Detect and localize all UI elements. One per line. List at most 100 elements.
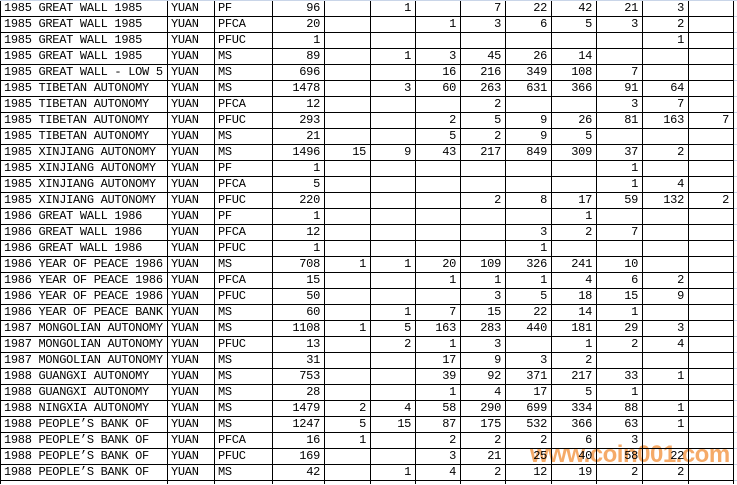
cell-count-3[interactable]: 1 xyxy=(415,16,461,33)
cell-count-1[interactable] xyxy=(324,224,371,241)
cell-description[interactable]: 1988 PEOPLE’S BANK OF xyxy=(0,448,168,465)
cell-count-2[interactable]: 1 xyxy=(370,464,416,481)
cell-total[interactable]: 50 xyxy=(272,288,325,305)
cell-grade[interactable]: PFCA xyxy=(214,176,273,193)
cell-description[interactable]: 1986 GREAT WALL 1986 xyxy=(0,240,168,257)
cell-count-4[interactable]: 5 xyxy=(460,112,506,129)
cell-description[interactable]: 1985 TIBETAN AUTONOMY xyxy=(0,96,168,113)
cell-description[interactable]: 1985 GREAT WALL - LOW 5 xyxy=(0,64,168,81)
cell-count-6[interactable]: 26 xyxy=(551,112,597,129)
cell-count-1[interactable] xyxy=(324,192,371,209)
cell-count-6[interactable] xyxy=(551,96,597,113)
cell-count-3[interactable] xyxy=(415,176,461,193)
cell-total[interactable]: 696 xyxy=(272,64,325,81)
cell-count-2[interactable]: 3 xyxy=(370,80,416,97)
cell-count-1[interactable] xyxy=(324,32,371,49)
cell-count-3[interactable] xyxy=(415,192,461,209)
cell-count-6[interactable]: 6 xyxy=(551,432,597,449)
cell-count-2[interactable] xyxy=(370,288,416,305)
cell-count-1[interactable]: 15 xyxy=(324,144,371,161)
cell-grade[interactable]: PFUC xyxy=(214,240,273,257)
cell-count-6[interactable]: 366 xyxy=(551,416,597,433)
cell-grade[interactable]: PFUC xyxy=(214,32,273,49)
cell-currency[interactable]: YUAN xyxy=(167,416,215,433)
cell-count-7[interactable]: 59 xyxy=(596,192,643,209)
cell-count-4[interactable]: 217 xyxy=(460,144,506,161)
cell-count-8[interactable]: 3 xyxy=(642,1,689,17)
cell-grade[interactable]: PF xyxy=(214,160,273,177)
cell-total[interactable]: 96 xyxy=(272,1,325,17)
cell-count-5[interactable] xyxy=(505,176,552,193)
cell-count-6[interactable]: 5 xyxy=(551,384,597,401)
cell-count-1[interactable] xyxy=(324,304,371,321)
cell-total[interactable]: 1247 xyxy=(272,416,325,433)
cell-count-4[interactable]: 283 xyxy=(460,320,506,337)
cell-count-1[interactable] xyxy=(324,64,371,81)
cell-total[interactable]: 60 xyxy=(272,304,325,321)
cell-count-2[interactable] xyxy=(370,208,416,225)
cell-grade[interactable]: MS xyxy=(214,400,273,417)
cell-count-3[interactable] xyxy=(415,288,461,305)
cell-total[interactable]: 1108 xyxy=(272,320,325,337)
cell-count-5[interactable]: 532 xyxy=(505,416,552,433)
cell-currency[interactable]: YUAN xyxy=(167,96,215,113)
cell-count-1[interactable] xyxy=(324,336,371,353)
cell-count-3[interactable] xyxy=(415,96,461,113)
cell-currency[interactable]: YUAN xyxy=(167,192,215,209)
cell-currency[interactable]: YUAN xyxy=(167,160,215,177)
cell-count-6[interactable]: 108 xyxy=(551,64,597,81)
cell-total[interactable]: 15 xyxy=(272,272,325,289)
cell-total[interactable]: 1496 xyxy=(272,144,325,161)
cell-grade[interactable]: PF xyxy=(214,208,273,225)
cell-count-5[interactable]: 12 xyxy=(505,464,552,481)
cell-count-1[interactable] xyxy=(324,96,371,113)
cell-count-9[interactable] xyxy=(688,304,734,321)
cell-description[interactable]: 1988 PEOPLE’S BANK OF xyxy=(0,432,168,449)
cell-count-2[interactable] xyxy=(370,64,416,81)
cell-count-4[interactable]: 15 xyxy=(460,304,506,321)
cell-count-7[interactable]: 33 xyxy=(596,368,643,385)
cell-count-4[interactable] xyxy=(460,160,506,177)
cell-count-6[interactable]: 5 xyxy=(551,16,597,33)
cell-count-9[interactable]: 7 xyxy=(688,112,734,129)
cell-count-5[interactable]: 326 xyxy=(505,256,552,273)
cell-count-4[interactable] xyxy=(460,208,506,225)
cell-description[interactable]: 1986 YEAR OF PEACE BANK xyxy=(0,304,168,321)
cell-count-8[interactable]: 3 xyxy=(642,320,689,337)
cell-count-3[interactable]: 163 xyxy=(415,320,461,337)
cell-count-4[interactable] xyxy=(460,32,506,49)
cell-description[interactable]: 1988 GUANGXI AUTONOMY xyxy=(0,384,168,401)
cell-description[interactable]: 1985 GREAT WALL 1985 xyxy=(0,1,168,17)
cell-total[interactable]: 1 xyxy=(272,160,325,177)
cell-description[interactable]: 1988 PEOPLE’S BANK OF xyxy=(0,416,168,433)
cell-count-7[interactable]: 37 xyxy=(596,144,643,161)
cell-count-6[interactable]: 181 xyxy=(551,320,597,337)
cell-count-6[interactable]: 366 xyxy=(551,80,597,97)
cell-count-1[interactable] xyxy=(324,1,371,17)
cell-grade[interactable]: PFUC xyxy=(214,448,273,465)
cell-count-3[interactable]: 2 xyxy=(415,432,461,449)
cell-count-5[interactable]: 22 xyxy=(505,1,552,17)
cell-count-5[interactable]: 6 xyxy=(505,16,552,33)
cell-currency[interactable]: YUAN xyxy=(167,352,215,369)
cell-count-3[interactable] xyxy=(415,240,461,257)
cell-grade[interactable]: PFUC xyxy=(214,336,273,353)
cell-count-1[interactable]: 1 xyxy=(324,432,371,449)
cell-count-5[interactable]: 25 xyxy=(505,448,552,465)
cell-count-6[interactable] xyxy=(551,176,597,193)
cell-count-5[interactable] xyxy=(505,32,552,49)
cell-count-2[interactable]: 9 xyxy=(370,144,416,161)
cell-currency[interactable]: YUAN xyxy=(167,144,215,161)
cell-count-6[interactable]: 334 xyxy=(551,400,597,417)
cell-count-2[interactable] xyxy=(370,448,416,465)
cell-count-7[interactable]: 3 xyxy=(596,432,643,449)
cell-count-8[interactable]: 64 xyxy=(642,80,689,97)
cell-count-2[interactable]: 1 xyxy=(370,48,416,65)
cell-currency[interactable]: YUAN xyxy=(167,80,215,97)
cell-count-2[interactable] xyxy=(370,432,416,449)
cell-count-4[interactable] xyxy=(460,240,506,257)
cell-count-4[interactable]: 2 xyxy=(460,464,506,481)
cell-count-2[interactable]: 2 xyxy=(370,336,416,353)
cell-count-5[interactable]: 349 xyxy=(505,64,552,81)
cell-count-9[interactable] xyxy=(688,400,734,417)
